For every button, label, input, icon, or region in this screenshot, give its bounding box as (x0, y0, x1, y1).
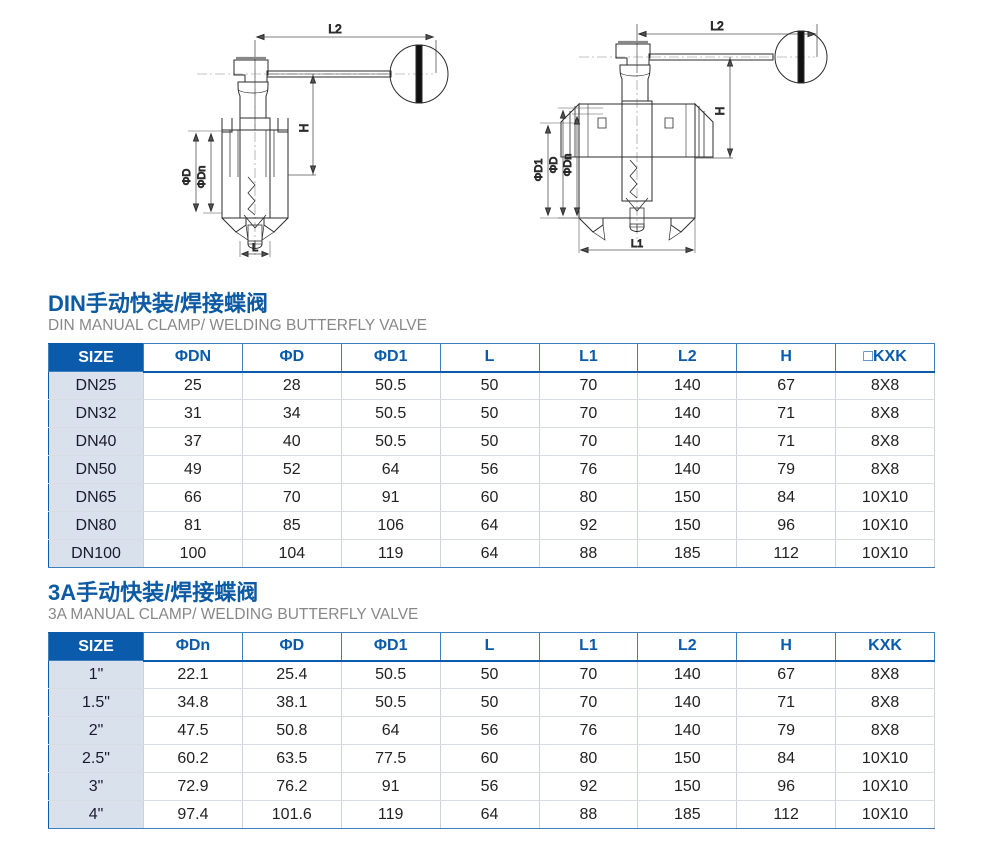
svg-text:ΦDn: ΦDn (562, 154, 574, 177)
svg-text:L1: L1 (631, 238, 643, 250)
svg-text:ΦD: ΦD (548, 157, 560, 174)
svg-text:ΦD1: ΦD1 (533, 159, 545, 182)
svg-text:H: H (713, 107, 727, 116)
svg-text:L2: L2 (710, 19, 724, 33)
